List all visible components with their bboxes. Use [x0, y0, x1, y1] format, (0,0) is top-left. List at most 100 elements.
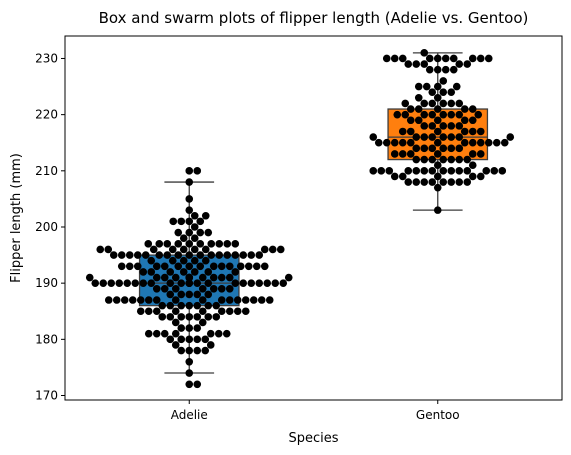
swarm-point	[160, 273, 169, 282]
swarm-point	[177, 217, 186, 226]
swarm-point	[209, 273, 218, 282]
swarm-point	[447, 144, 456, 153]
swarm-point	[171, 318, 180, 327]
swarm-point	[171, 307, 180, 316]
swarm-point	[225, 262, 234, 271]
swarm-point	[433, 105, 442, 113]
swarm-point	[222, 329, 231, 338]
swarm-point	[428, 88, 437, 96]
swarm-point	[185, 206, 194, 214]
swarm-point	[406, 105, 415, 113]
swarm-point	[185, 346, 194, 355]
swarm-point	[398, 150, 407, 158]
swarm-point	[428, 122, 437, 130]
swarm-point	[476, 150, 485, 158]
swarm-point	[185, 358, 194, 366]
swarm-point	[476, 138, 485, 147]
swarm-point	[198, 284, 207, 293]
swarm-point	[196, 251, 205, 259]
swarm-point	[398, 172, 407, 181]
swarm-point	[223, 251, 232, 259]
swarm-point	[155, 251, 164, 259]
swarm-point	[420, 144, 429, 153]
swarm-point	[414, 93, 423, 102]
swarm-point	[190, 223, 199, 231]
swarm-point	[225, 284, 234, 293]
swarm-point	[455, 155, 464, 164]
swarm-point	[406, 150, 415, 158]
swarm-point	[204, 279, 213, 287]
swarm-point	[223, 240, 232, 248]
swarm-point	[201, 346, 210, 355]
swarm-point	[112, 296, 121, 304]
swarm-point	[144, 307, 153, 316]
swarm-point	[193, 301, 202, 310]
swarm-point	[404, 60, 413, 68]
swarm-point	[196, 217, 205, 226]
swarm-point	[158, 313, 167, 321]
swarm-point	[414, 82, 423, 91]
swarm-point	[171, 341, 180, 349]
swarm-point	[171, 296, 180, 304]
swarm-point	[85, 273, 94, 282]
swarm-point	[215, 251, 224, 259]
swarm-point	[236, 262, 245, 271]
swarm-point	[225, 273, 234, 282]
swarm-point	[190, 211, 199, 220]
swarm-point	[231, 240, 240, 248]
swarm-point	[439, 77, 448, 85]
swarm-point	[276, 245, 285, 254]
swarm-point	[104, 296, 113, 304]
swarm-point	[166, 268, 175, 276]
swarm-point	[468, 127, 477, 136]
swarm-point	[265, 296, 274, 304]
swarm-point	[425, 65, 434, 74]
swarm-point	[433, 93, 442, 102]
swarm-point	[193, 290, 202, 299]
chart-title: Box and swarm plots of flipper length (A…	[99, 9, 529, 27]
swarm-point	[160, 262, 169, 271]
swarm-point	[107, 279, 116, 287]
swarm-point	[190, 245, 199, 254]
swarm-point	[412, 133, 421, 141]
swarm-point	[447, 110, 456, 119]
swarm-point	[468, 54, 477, 63]
y-axis-ticks: 170 180 190 200 210 220 230	[35, 51, 65, 403]
swarm-point	[404, 178, 413, 186]
swarm-point	[460, 127, 469, 136]
swarm-point	[206, 341, 215, 349]
swarm-point	[239, 279, 248, 287]
swarm-point	[439, 99, 448, 108]
swarm-point	[149, 245, 158, 254]
swarm-point	[433, 172, 442, 181]
swarm-point	[412, 178, 421, 186]
swarm-point	[468, 138, 477, 147]
swarm-point	[255, 251, 264, 259]
swarm-point	[455, 122, 464, 130]
swarm-point	[217, 296, 226, 304]
swarm-point	[115, 279, 124, 287]
swarm-point	[463, 60, 472, 68]
swarm-point	[492, 138, 501, 147]
swarm-point	[460, 138, 469, 147]
swarm-point	[468, 172, 477, 181]
swarm-point	[257, 296, 266, 304]
swarm-point	[463, 155, 472, 164]
swarm-point	[204, 290, 213, 299]
swarm-point	[174, 262, 183, 271]
swarm-point	[204, 268, 213, 276]
swarm-point	[123, 279, 132, 287]
swarm-point	[433, 206, 442, 214]
swarm-point	[231, 251, 240, 259]
swarm-point	[177, 324, 186, 332]
swarm-point	[482, 167, 491, 175]
swarm-point	[177, 290, 186, 299]
swarm-point	[406, 138, 415, 147]
y-tick-label: 210	[35, 164, 58, 178]
swarm-point	[144, 329, 153, 338]
swarm-point	[255, 279, 264, 287]
swarm-point	[241, 296, 250, 304]
swarm-point	[398, 138, 407, 147]
swarm-point	[420, 122, 429, 130]
swarm-point	[196, 228, 205, 237]
